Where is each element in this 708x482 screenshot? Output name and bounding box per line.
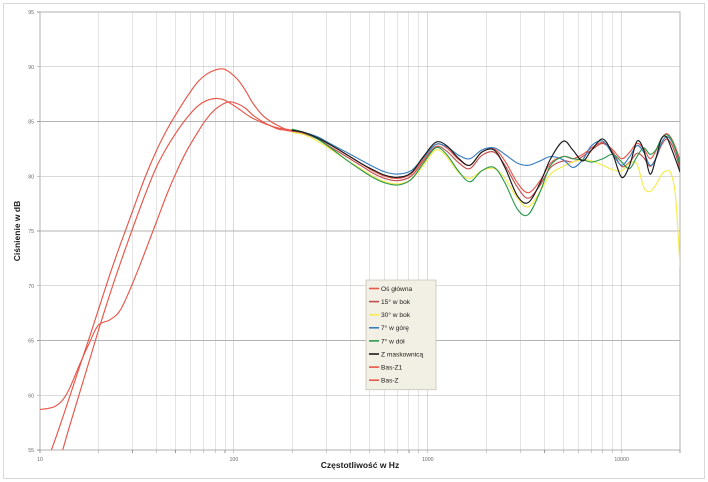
legend-item[interactable]: Bas-Z [369,378,399,385]
y-tick-label: 85 [28,120,34,126]
x-axis-tick-labels: 10 100 1000 10000 [37,457,629,463]
legend-background [365,279,437,391]
x-tick-label: 1000 [422,457,434,463]
y-tick-label: 65 [28,339,34,345]
y-tick-label: 55 [28,448,34,454]
legend-item-label: Oś główna [381,286,412,293]
legend-item-label: 7° w górę [381,324,409,332]
axis-tick-marks [37,11,681,453]
series-line-o-g-wna [291,129,680,194]
x-axis-title: Częstotliwość w Hz [321,460,399,470]
y-tick-label: 90 [28,65,34,71]
x-tick-label: 10 [37,457,43,463]
series-line-bas-z1 [50,68,293,450]
legend-item[interactable]: Bas-Z1 [369,365,403,372]
series-line-15-w-bok [291,130,680,199]
legend-item[interactable]: Z maskownicą [369,351,423,358]
legend-item[interactable]: 7° w górę [369,324,409,332]
series-line-bas-z2 [62,97,293,450]
series-line-bas-z [40,101,293,411]
legend-item[interactable]: 30° w bok [369,311,411,319]
x-tick-label: 10000 [614,457,629,463]
y-tick-label: 60 [28,393,34,399]
data-series-group [40,68,680,450]
legend-item[interactable]: 15° w bok [369,298,411,306]
series-clip-group [40,68,680,450]
series-line-7-w-g-r- [291,129,680,175]
y-axis-title: Ciśnienie w dB [12,201,22,261]
legend-item-label: Z maskownicą [381,351,423,358]
series-line-z-maskownic- [291,129,680,204]
y-tick-label: 75 [28,229,34,235]
y-tick-label: 95 [28,10,34,16]
legend-item-label: 15° w bok [381,298,411,306]
legend-item[interactable]: 7° w dół [369,337,405,345]
series-line-30-w-bok [291,131,680,267]
y-axis-tick-labels: 55 60 65 70 75 80 85 90 95 [28,10,34,454]
outer-frame [3,3,705,479]
series-line-7-w-d- [291,128,680,217]
legend-item-label: 30° w bok [381,311,411,319]
legend-item-label: Bas-Z [381,378,399,385]
chart-legend[interactable]: Oś główna 15° w bok 30° w bok 7° w górę 7° w… [365,279,437,391]
x-tick-label: 100 [230,457,239,463]
y-tick-label: 80 [28,174,34,180]
y-tick-label: 70 [28,284,34,290]
legend-item[interactable]: Oś główna [369,286,412,293]
legend-item-label: Bas-Z1 [381,365,403,372]
legend-item-label: 7° w dół [381,337,405,345]
